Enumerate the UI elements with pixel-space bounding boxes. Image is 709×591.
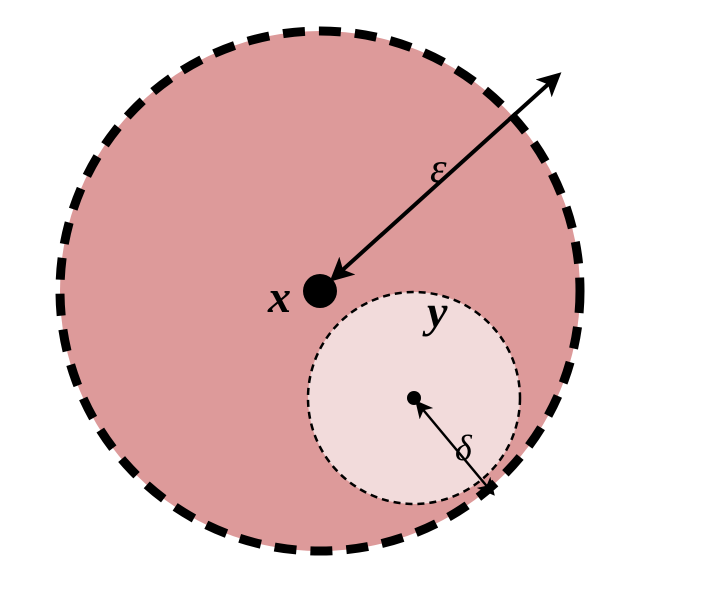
label-x: x: [267, 271, 291, 322]
diagram-canvas: x y ε δ: [0, 0, 709, 591]
point-y: [407, 391, 421, 405]
point-x: [303, 274, 337, 308]
label-delta: δ: [455, 428, 473, 468]
label-epsilon: ε: [430, 146, 447, 192]
